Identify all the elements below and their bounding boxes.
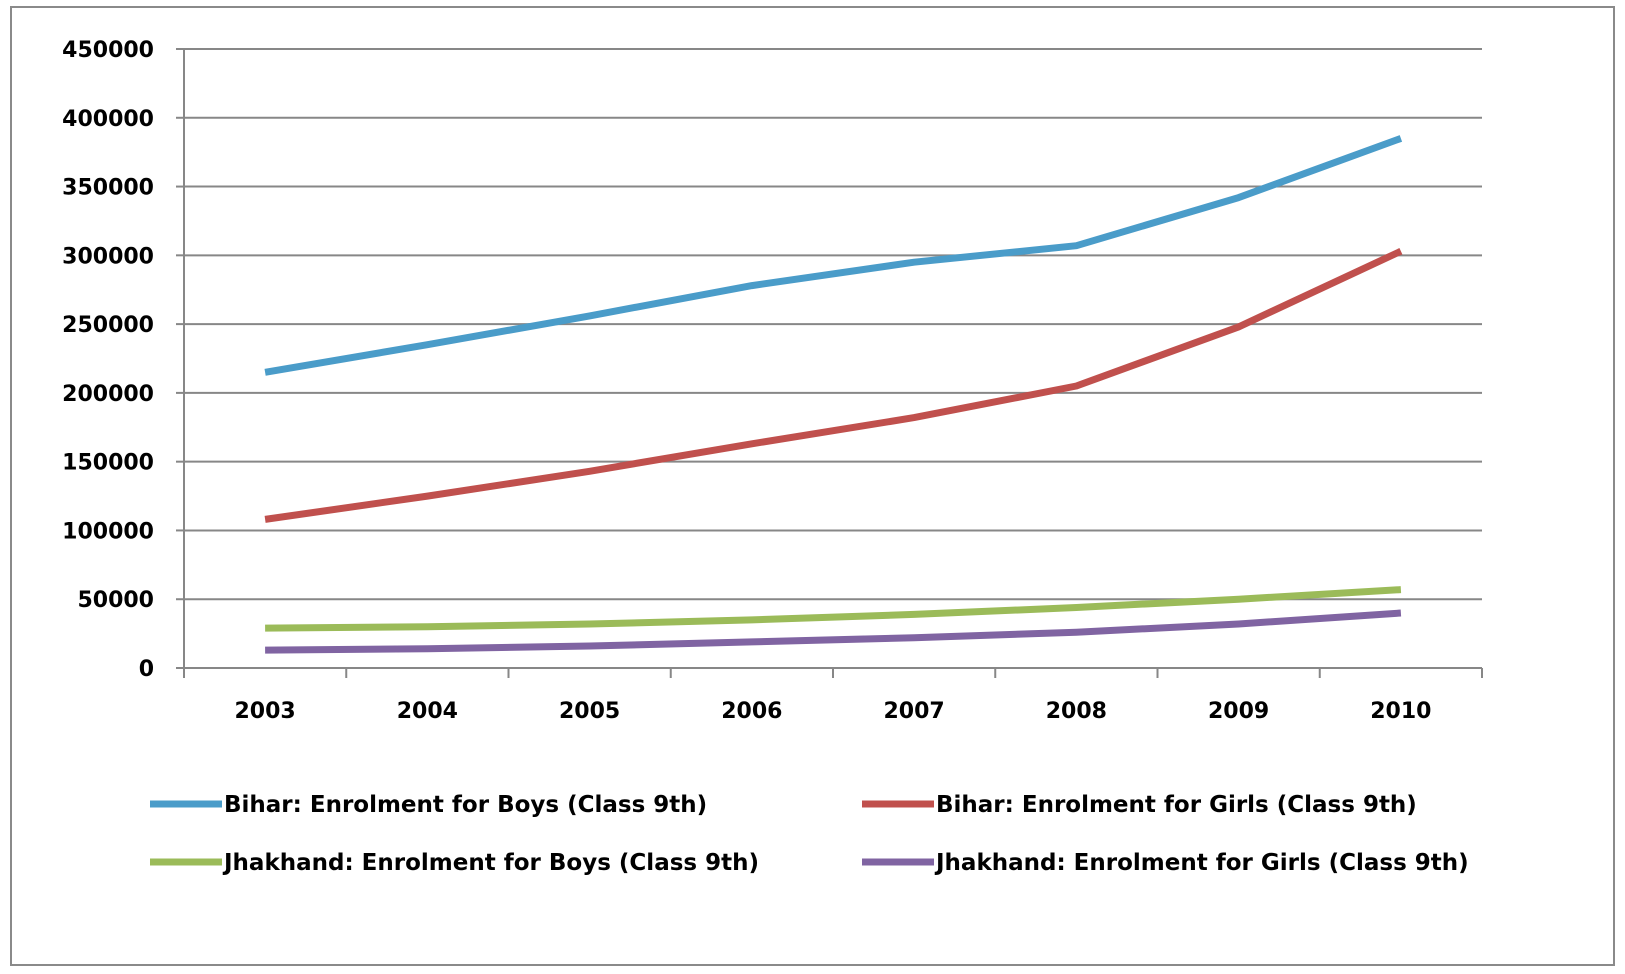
y-tick-label: 250000 [62, 313, 154, 338]
legend-item-1: Bihar: Enrolment for Boys (Class 9th) [150, 792, 707, 818]
legend-item-3: Jhakhand: Enrolment for Boys (Class 9th) [150, 850, 759, 876]
y-tick-label: 300000 [62, 244, 154, 269]
series-line-3 [265, 586, 1402, 632]
y-tick-label: 150000 [62, 451, 154, 476]
series-line-1 [264, 135, 1403, 376]
y-tick-label: 0 [139, 657, 154, 682]
legend-label: Jhakhand: Enrolment for Girls (Class 9th… [934, 850, 1469, 876]
legend-item-4: Jhakhand: Enrolment for Girls (Class 9th… [862, 850, 1469, 876]
line-chart: 0 50000 100000 150000 200000 250000 300000 3500… [62, 38, 1483, 876]
y-tick-label: 50000 [77, 588, 154, 613]
legend-item-2: Bihar: Enrolment for Girls (Class 9th) [862, 792, 1417, 818]
x-tick-label: 2004 [397, 699, 458, 724]
y-tick-label: 200000 [62, 382, 154, 407]
x-tick-label: 2006 [721, 699, 782, 724]
y-tick-label: 350000 [62, 176, 154, 201]
legend-label: Bihar: Enrolment for Boys (Class 9th) [224, 792, 707, 818]
series-lines [264, 135, 1403, 654]
x-tick-label: 2007 [884, 699, 945, 724]
x-tick-label: 2010 [1370, 699, 1431, 724]
axes [176, 48, 1483, 678]
gridlines [184, 48, 1482, 601]
series-line-2 [264, 248, 1403, 523]
x-tick-label: 2005 [559, 699, 620, 724]
y-tick-label: 400000 [62, 107, 154, 132]
legend: Bihar: Enrolment for Boys (Class 9th) Bih… [150, 792, 1469, 876]
x-tick-label: 2008 [1046, 699, 1107, 724]
x-tick-label: 2009 [1208, 699, 1269, 724]
legend-label: Jhakhand: Enrolment for Boys (Class 9th) [222, 850, 759, 876]
chart-frame: 0 50000 100000 150000 200000 250000 300000 3500… [10, 6, 1615, 966]
x-tick-labels: 2003 2004 2005 2006 2007 2008 2009 2010 [235, 699, 1432, 724]
x-tick-label: 2003 [235, 699, 296, 724]
series-line-4 [265, 609, 1402, 654]
y-tick-labels: 0 50000 100000 150000 200000 250000 300000 3500… [62, 38, 154, 682]
y-tick-label: 100000 [62, 519, 154, 544]
y-tick-label: 450000 [62, 38, 154, 63]
legend-label: Bihar: Enrolment for Girls (Class 9th) [936, 792, 1417, 818]
